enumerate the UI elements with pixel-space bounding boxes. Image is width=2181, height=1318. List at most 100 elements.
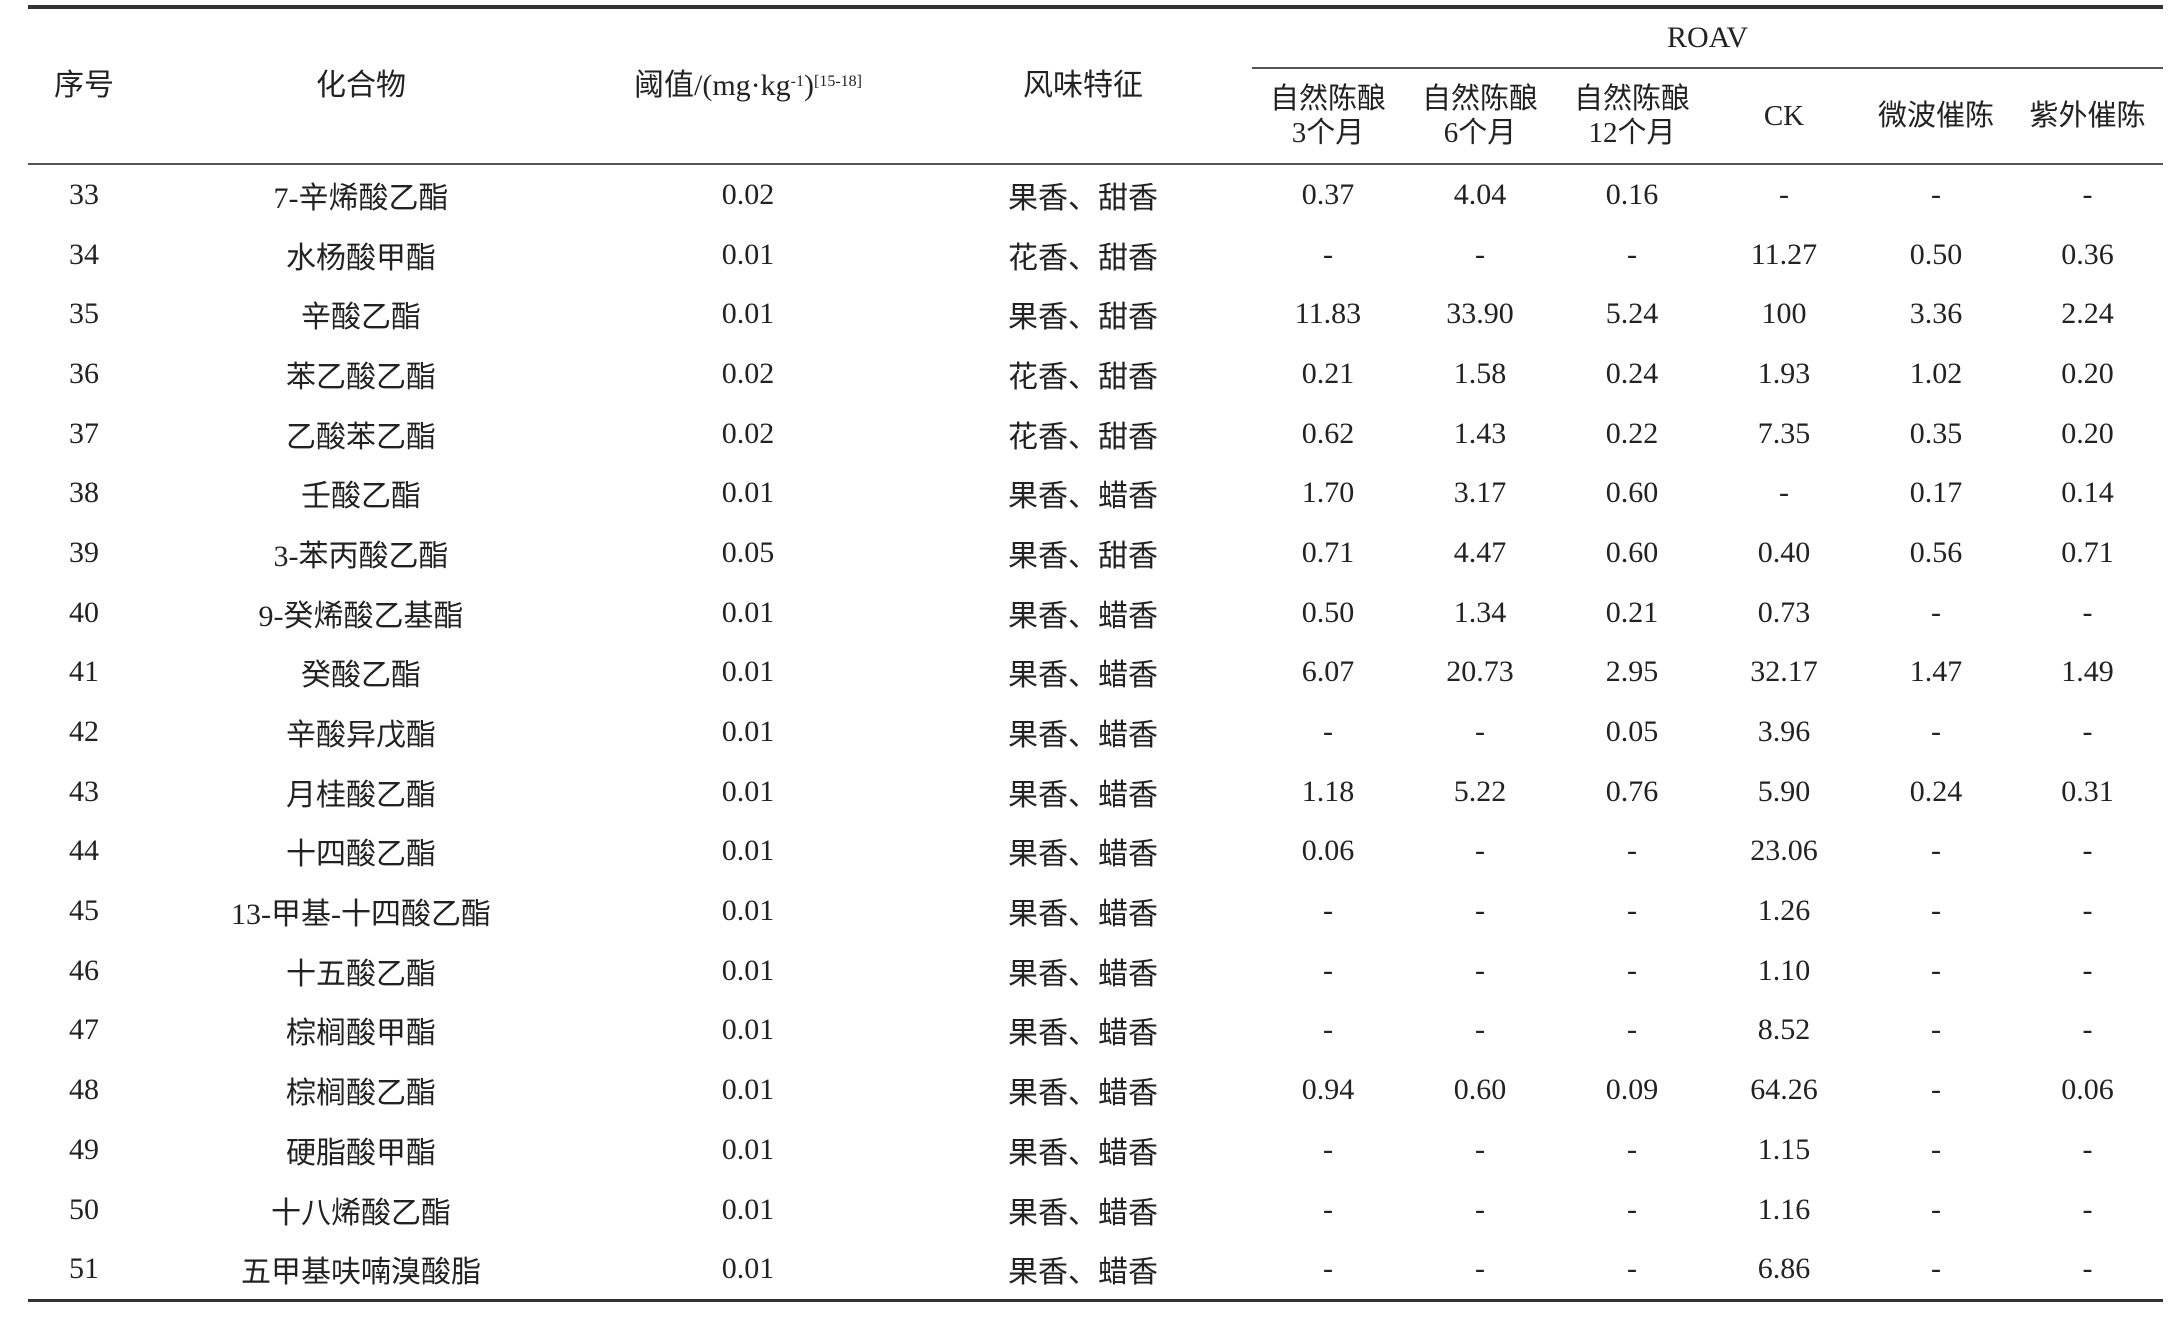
cell-roav-uv: -: [2082, 1252, 2093, 1286]
roav-table: 序号 化合物 阈值/(mg·kg-1)[15-18] 风味特征 ROAV 自然陈…: [28, 5, 2164, 1303]
cell-flavor: 果香、蜡香: [1008, 599, 1158, 633]
cell-flavor: 果香、蜡香: [1008, 1077, 1158, 1111]
cell-roav-ck: 0.73: [1757, 595, 1811, 629]
cell-roav-12m: 0.24: [1605, 356, 1659, 390]
table-row: 34 水杨酸甲酯 0.01 花香、甜香 - - - 11.27 0.50 0.36: [28, 225, 2163, 285]
cell-flavor: 果香、甜香: [1008, 301, 1158, 335]
cell-roav-12m: 0.60: [1605, 535, 1659, 569]
cell-compound: 十四酸乙酯: [286, 838, 436, 872]
header-line2: 6个月: [1443, 117, 1517, 149]
cell-roav-12m: -: [1627, 1132, 1637, 1166]
cell-roav-ck: 1.26: [1757, 894, 1811, 928]
cell-roav-uv: -: [2082, 834, 2093, 868]
cell-threshold: 0.01: [721, 1252, 775, 1286]
cell-threshold: 0.01: [721, 953, 775, 987]
cell-compound: 13-甲基-十四酸乙酯: [231, 898, 491, 932]
header-roav-col: 微波催陈: [1860, 68, 2012, 164]
cell-roav-3m: -: [1323, 1132, 1333, 1166]
cell-roav-6m: 4.04: [1453, 177, 1507, 211]
cell-threshold: 0.01: [721, 1192, 775, 1226]
cell-flavor: 果香、蜡香: [1008, 1017, 1158, 1051]
cell-roav-12m: -: [1627, 834, 1637, 868]
cell-roav-12m: 0.22: [1605, 416, 1659, 450]
cell-threshold: 0.02: [721, 356, 775, 390]
cell-roav-ck: 1.16: [1757, 1192, 1811, 1226]
cell-flavor: 果香、蜡香: [1008, 778, 1158, 812]
cell-roav-ck: 6.86: [1757, 1252, 1811, 1286]
cell-roav-6m: 0.60: [1453, 1073, 1507, 1107]
cell-roav-3m: 1.18: [1301, 774, 1355, 808]
cell-threshold: 0.02: [721, 416, 775, 450]
cell-roav-uv: 0.06: [2061, 1073, 2114, 1107]
cell-roav-uv: 2.24: [2061, 297, 2114, 331]
cell-threshold: 0.01: [721, 774, 775, 808]
cell-compound: 硬脂酸甲酯: [286, 1136, 436, 1170]
cell-roav-uv: 0.31: [2061, 774, 2114, 808]
cell-index: 33: [69, 177, 99, 211]
cell-roav-6m: -: [1475, 1013, 1485, 1047]
cell-roav-12m: 0.60: [1605, 476, 1659, 510]
cell-roav-12m: 0.05: [1605, 715, 1659, 749]
cell-roav-ck: 5.90: [1757, 774, 1811, 808]
header-roav: ROAV: [1252, 7, 2164, 69]
cell-roav-6m: 1.34: [1453, 595, 1507, 629]
cell-roav-3m: 6.07: [1301, 655, 1355, 689]
cell-flavor: 果香、蜡香: [1008, 957, 1158, 991]
cell-roav-microwave: 0.24: [1909, 774, 1963, 808]
cell-flavor: 花香、甜香: [1008, 241, 1158, 275]
cell-roav-12m: -: [1627, 894, 1637, 928]
cell-index: 36: [69, 356, 99, 390]
cell-compound: 棕榈酸甲酯: [286, 1017, 436, 1051]
table-row: 43 月桂酸乙酯 0.01 果香、蜡香 1.18 5.22 0.76 5.90 0.24 0.31: [28, 762, 2163, 822]
cell-roav-6m: 33.90: [1446, 297, 1514, 331]
header-roav-col: 自然陈酿 3个月: [1252, 68, 1404, 164]
cell-roav-microwave: -: [1931, 1192, 1941, 1226]
cell-roav-microwave: -: [1931, 1073, 1941, 1107]
cell-roav-uv: -: [2082, 1013, 2093, 1047]
cell-flavor: 果香、蜡香: [1008, 480, 1158, 514]
cell-threshold: 0.02: [721, 177, 775, 211]
cell-roav-ck: 64.26: [1750, 1073, 1818, 1107]
cell-roav-3m: 0.94: [1301, 1073, 1355, 1107]
table-row: 48 棕榈酸乙酯 0.01 果香、蜡香 0.94 0.60 0.09 64.26 - 0.06: [28, 1060, 2163, 1120]
header-line1: CK: [1763, 100, 1805, 132]
cell-flavor: 果香、蜡香: [1008, 1196, 1158, 1230]
cell-roav-12m: 5.24: [1605, 297, 1659, 331]
table-row: 40 9-癸烯酸乙基酯 0.01 果香、蜡香 0.50 1.34 0.21 0.73 - -: [28, 583, 2163, 643]
table-row: 50 十八烯酸乙酯 0.01 果香、蜡香 - - - 1.16 - -: [28, 1180, 2163, 1240]
header-roav-col: 自然陈酿 12个月: [1556, 68, 1708, 164]
cell-roav-microwave: -: [1931, 834, 1941, 868]
cell-roav-3m: 0.62: [1301, 416, 1355, 450]
cell-roav-3m: 0.71: [1301, 535, 1355, 569]
cell-roav-microwave: -: [1931, 894, 1941, 928]
cell-flavor: 果香、蜡香: [1008, 1136, 1158, 1170]
cell-index: 49: [69, 1132, 99, 1166]
cell-roav-12m: -: [1627, 237, 1637, 271]
cell-roav-ck: 23.06: [1750, 834, 1818, 868]
cell-roav-uv: 0.20: [2061, 416, 2114, 450]
cell-roav-6m: -: [1475, 1252, 1485, 1286]
cell-roav-microwave: 3.36: [1909, 297, 1963, 331]
cell-roav-microwave: -: [1931, 1252, 1941, 1286]
cell-roav-microwave: -: [1931, 177, 1941, 211]
cell-roav-6m: 5.22: [1453, 774, 1507, 808]
header-flavor: 风味特征: [1023, 69, 1143, 102]
cell-threshold: 0.01: [721, 476, 775, 510]
cell-roav-6m: -: [1475, 834, 1485, 868]
cell-roav-3m: -: [1323, 1252, 1333, 1286]
cell-roav-microwave: -: [1931, 953, 1941, 987]
header-line1: 自然陈酿: [1269, 83, 1386, 115]
cell-roav-uv: -: [2082, 1192, 2093, 1226]
cell-index: 41: [69, 655, 99, 689]
header-threshold: 阈值/(mg·kg-1)[15-18]: [634, 69, 862, 102]
table-row: 37 乙酸苯乙酯 0.02 花香、甜香 0.62 1.43 0.22 7.35 0.35 0.20: [28, 404, 2163, 464]
cell-roav-3m: 1.70: [1301, 476, 1355, 510]
cell-roav-6m: 1.43: [1453, 416, 1507, 450]
cell-roav-uv: 1.49: [2061, 655, 2114, 689]
header-line1: 微波催陈: [1877, 100, 1994, 132]
table-row: 38 壬酸乙酯 0.01 果香、蜡香 1.70 3.17 0.60 - 0.17 0.14: [28, 463, 2163, 523]
cell-roav-6m: -: [1475, 894, 1485, 928]
cell-compound: 苯乙酸乙酯: [286, 360, 436, 394]
cell-roav-3m: -: [1323, 953, 1333, 987]
cell-roav-ck: 7.35: [1757, 416, 1811, 450]
